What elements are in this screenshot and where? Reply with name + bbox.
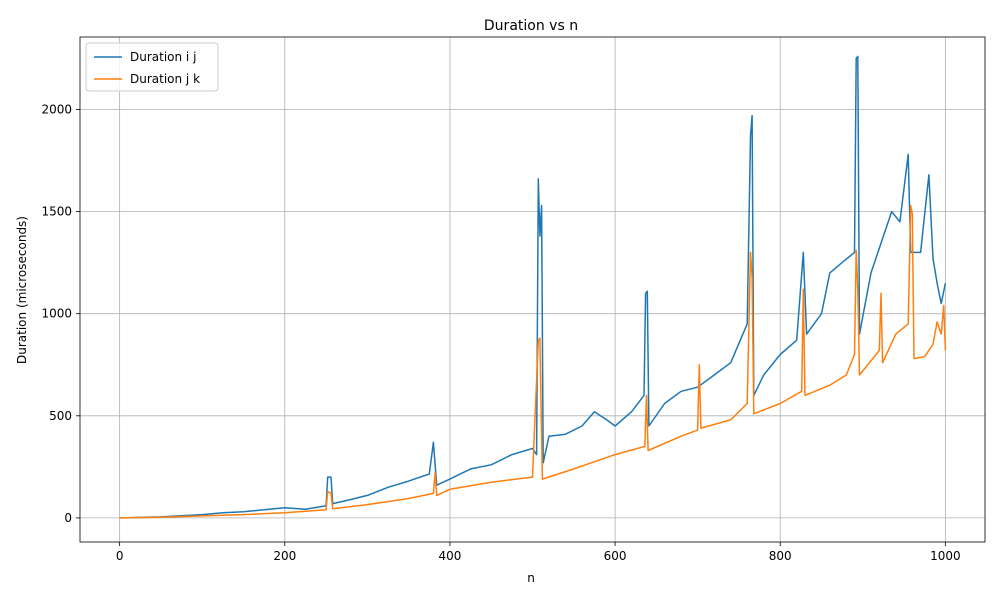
- series-line-2: [119, 204, 947, 519]
- x-tick-label: 400: [438, 549, 461, 563]
- x-tick-label: 200: [273, 549, 296, 563]
- y-tick-label: 500: [49, 409, 72, 423]
- x-axis-label: n: [527, 571, 535, 585]
- legend-label-1: Duration i j: [130, 50, 196, 64]
- y-axis-label: Duration (microseconds): [15, 216, 29, 364]
- x-tick-label: 1000: [930, 549, 961, 563]
- legend-label-2: Duration j k: [130, 72, 200, 86]
- plot-area: 0 200 400 600 800 1000 0 500 1000 1500 2000 Duratio…: [41, 36, 986, 563]
- x-tick-label: 0: [116, 549, 124, 563]
- y-tick-label: 1500: [41, 205, 72, 219]
- axes-frame: [79, 36, 986, 543]
- y-tick-label: 2000: [41, 102, 72, 116]
- series-line-1: [119, 55, 947, 519]
- x-tick-label: 600: [604, 549, 627, 563]
- x-tick-label: 800: [769, 549, 792, 563]
- y-tick-label: 0: [64, 511, 72, 525]
- y-tick-label: 1000: [41, 307, 72, 321]
- chart-title: Duration vs n: [484, 18, 578, 34]
